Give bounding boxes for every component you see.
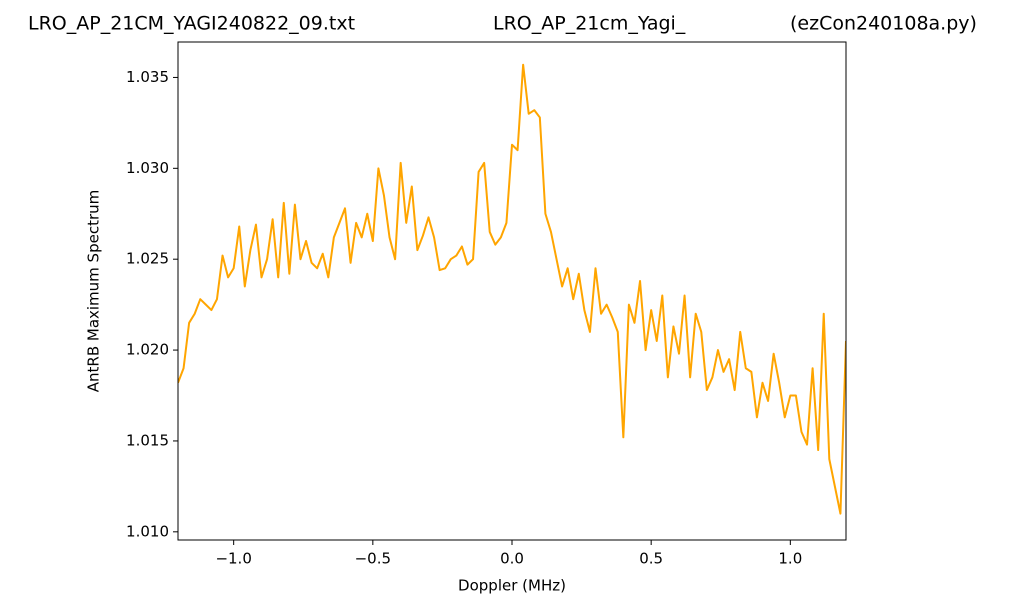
x-axis-label: Doppler (MHz)	[458, 577, 566, 595]
y-tick-label: 1.030	[126, 159, 169, 177]
x-tick-label: 0.0	[500, 550, 524, 568]
plot-frame	[177, 41, 847, 541]
y-tick-label: 1.010	[126, 522, 169, 540]
title-right: (ezCon240108a.py)	[790, 13, 977, 35]
y-tick-label: 1.020	[126, 341, 169, 359]
plot-area	[178, 63, 846, 515]
y-tick-label: 1.035	[126, 68, 169, 86]
y-tick-label: 1.015	[126, 431, 169, 449]
data-line	[178, 63, 846, 515]
y-tick-label: 1.025	[126, 250, 169, 268]
y-axis-label: AntRB Maximum Spectrum	[85, 190, 103, 393]
x-tick-label: 0.5	[639, 550, 663, 568]
title-left: LRO_AP_21CM_YAGI240822_09.txt	[28, 13, 355, 35]
title-center: LRO_AP_21cm_Yagi_	[493, 13, 686, 35]
x-tick-label: −0.5	[355, 550, 391, 568]
x-tick-label: 1.0	[778, 550, 802, 568]
x-tick-label: −1.0	[215, 550, 251, 568]
